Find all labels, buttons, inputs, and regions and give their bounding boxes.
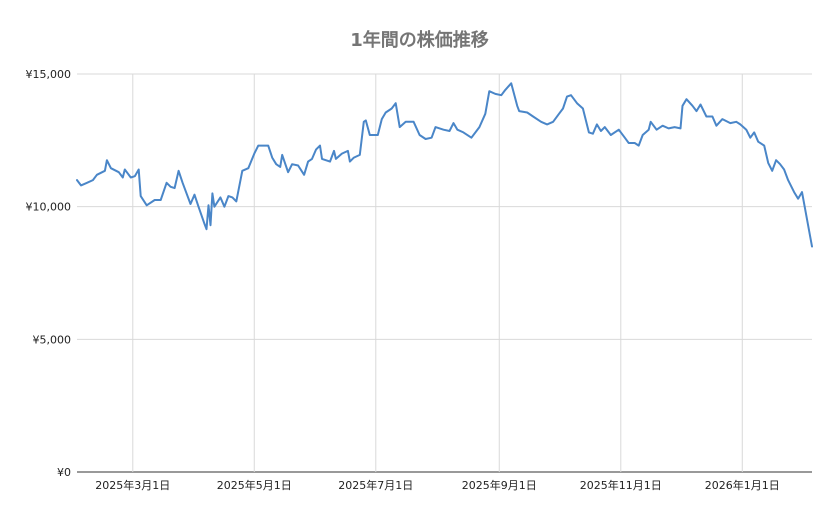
x-tick-label: 2025年5月1日 bbox=[217, 478, 292, 492]
y-tick-label: ¥10,000 bbox=[26, 201, 72, 214]
series-line bbox=[76, 82, 813, 248]
x-tick-label: 2026年1月1日 bbox=[705, 478, 780, 492]
x-axis-ticks: 2025年3月1日 2025年5月1日 2025年7月1日 2025年9月1日 2025… bbox=[95, 478, 780, 492]
x-tick-label: 2025年7月1日 bbox=[338, 478, 413, 492]
x-tick-label: 2025年9月1日 bbox=[462, 478, 537, 492]
chart-title: 1年間の株価推移 bbox=[350, 29, 489, 51]
y-axis-ticks: ¥0 ¥5,000 ¥10,000 ¥15,000 bbox=[26, 68, 72, 479]
series-layer bbox=[76, 82, 813, 248]
x-tick-label: 2025年3月1日 bbox=[95, 478, 170, 492]
y-tick-label: ¥0 bbox=[57, 466, 71, 479]
x-tick-label: 2025年11月1日 bbox=[580, 478, 662, 492]
grid-lines bbox=[77, 73, 812, 473]
y-tick-label: ¥15,000 bbox=[26, 68, 72, 81]
y-tick-label: ¥5,000 bbox=[33, 333, 72, 346]
